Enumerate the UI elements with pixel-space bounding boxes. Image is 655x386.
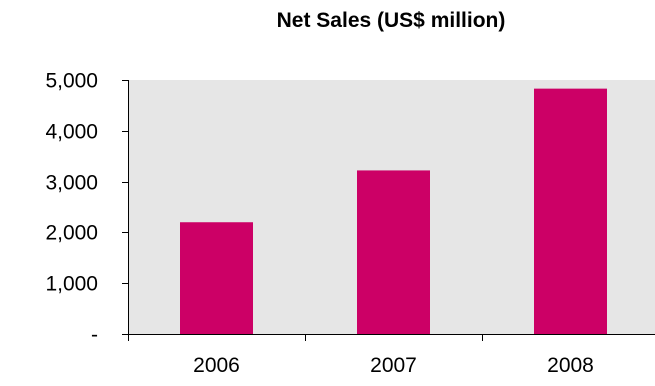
chart-title: Net Sales (US$ million) bbox=[277, 9, 506, 32]
x-tick-label: 2008 bbox=[547, 354, 594, 377]
y-tick-label: 2,000 bbox=[45, 222, 98, 245]
y-tick-label: 3,000 bbox=[45, 172, 98, 195]
y-tick-label: 4,000 bbox=[45, 121, 98, 144]
axes bbox=[122, 80, 655, 341]
bar-2008 bbox=[534, 88, 607, 334]
bar-2007 bbox=[357, 170, 430, 334]
y-axis-labels: - 1,000 2,000 3,000 4,000 5,000 bbox=[45, 70, 98, 347]
x-tick-label: 2007 bbox=[370, 354, 417, 377]
x-axis-labels: 2006 2007 2008 bbox=[193, 354, 594, 377]
y-tick-label: 1,000 bbox=[45, 273, 98, 296]
bar-2006 bbox=[180, 222, 253, 334]
y-tick-label: - bbox=[91, 324, 98, 347]
x-tick-label: 2006 bbox=[193, 354, 240, 377]
y-tick-label: 5,000 bbox=[45, 70, 98, 93]
bar-series bbox=[180, 88, 607, 334]
